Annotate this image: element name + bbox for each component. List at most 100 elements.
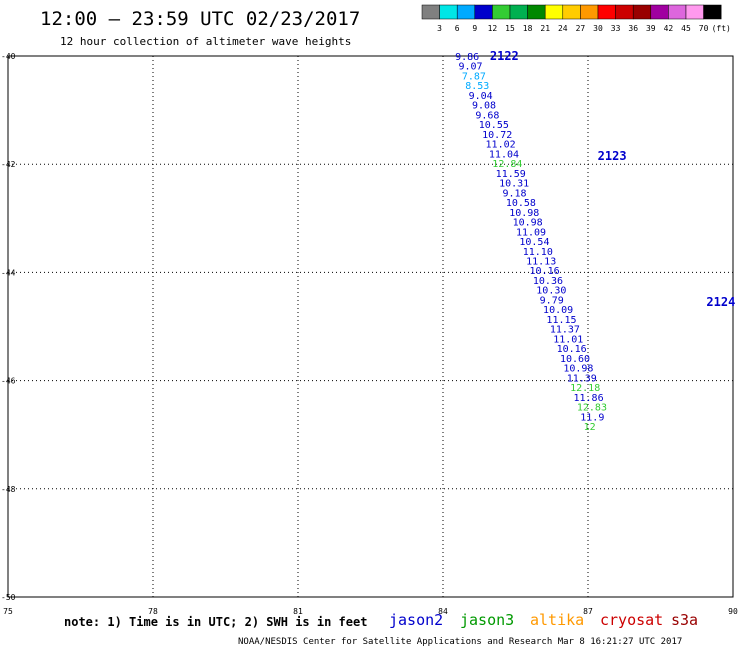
wave-height-label: 11.9 [580, 412, 604, 423]
y-tick-label: -42 [1, 160, 16, 169]
wave-height-label: 10.36 [533, 276, 563, 287]
colorbar-swatch [650, 4, 669, 20]
axis-ticks: 75 78 81 84 87 90 -40 -42 -44 -46 -48 -50 [1, 52, 738, 616]
x-tick-label: 84 [438, 607, 448, 616]
wave-height-label: 9.04 [469, 91, 493, 102]
satellite-jason3: jason3 [460, 611, 514, 629]
wave-height-label: 10.98 [509, 208, 539, 219]
colorbar-swatch [439, 4, 458, 20]
colorbar-label: 39 [646, 24, 656, 33]
chart-subtitle: 12 hour collection of altimeter wave hei… [60, 35, 351, 48]
wave-height-label: 10.31 [499, 179, 529, 190]
y-tick-label: -48 [1, 485, 16, 494]
wave-height-label: 8.53 [465, 81, 489, 92]
wave-height-label: 11.59 [496, 169, 526, 180]
colorbar-label: 30 [593, 24, 603, 33]
colorbar-swatch [615, 4, 634, 20]
x-tick-label: 78 [148, 607, 158, 616]
wave-height-label: 11.39 [567, 373, 597, 384]
wave-height-label: 10.54 [519, 237, 549, 248]
y-tick-label: -46 [1, 377, 16, 386]
pass-number-label: 2123 [598, 149, 627, 163]
wave-height-label: 12.84 [492, 159, 522, 170]
note-text: note: 1) Time is in UTC; 2) SWH is in fe… [64, 615, 367, 629]
colorbar-swatch [668, 4, 687, 20]
wave-height-label: 11.01 [553, 334, 583, 345]
colorbar-label: 24 [558, 24, 568, 33]
y-tick-label: -50 [1, 593, 16, 602]
wave-height-label: 9.08 [472, 101, 496, 112]
wave-height-label: 12.18 [570, 383, 600, 394]
wave-height-label: 12 [584, 422, 596, 433]
wave-height-label: 11.15 [546, 315, 576, 326]
wave-height-label: 10.16 [557, 344, 587, 355]
colorbar-swatch [474, 4, 493, 20]
chart-title: 12:00 – 23:59 UTC 02/23/2017 [40, 8, 360, 30]
wave-height-label: 10.09 [543, 305, 573, 316]
colorbar: 3 6 9 12 15 18 21 24 27 30 33 36 39 42 45 70 (ft) [421, 4, 731, 33]
colorbar-swatch [492, 4, 511, 20]
colorbar-label: 27 [576, 24, 586, 33]
data-labels: 9.869.077.878.539.049.089.6810.5510.7211… [455, 52, 607, 433]
x-tick-label: 81 [293, 607, 303, 616]
wave-height-label: 7.87 [462, 71, 486, 82]
satellite-legend: jason2 jason3 altika cryosat s3a [389, 611, 698, 629]
pass-number-label: 2122 [490, 49, 519, 63]
colorbar-swatch [527, 4, 546, 20]
colorbar-swatch [562, 4, 581, 20]
colorbar-label: (ft) [712, 24, 731, 33]
wave-height-label: 12.83 [577, 403, 607, 414]
y-tick-label: -40 [1, 52, 16, 61]
wave-height-label: 9.86 [455, 52, 479, 63]
colorbar-swatch [509, 4, 528, 20]
wave-height-label: 9.68 [475, 110, 499, 121]
pass-number-label: 2124 [706, 295, 735, 309]
colorbar-swatch [456, 4, 476, 20]
colorbar-swatch [544, 4, 564, 20]
wave-height-label: 11.04 [489, 149, 519, 160]
colorbar-label: 15 [505, 24, 515, 33]
wave-height-label: 11.02 [486, 140, 516, 151]
footer-text: NOAA/NESDIS Center for Satellite Applica… [238, 637, 682, 647]
x-tick-label: 90 [728, 607, 738, 616]
satellite-altika: altika [530, 611, 584, 629]
colorbar-swatch [421, 4, 440, 20]
colorbar-label: 12 [488, 24, 498, 33]
pass-labels: 2122 2123 2124 [490, 49, 735, 309]
grid [7, 55, 734, 598]
colorbar-label: 18 [523, 24, 533, 33]
wave-height-label: 9.79 [540, 295, 564, 306]
colorbar-label: 21 [540, 24, 550, 33]
x-tick-label: 75 [3, 607, 13, 616]
wave-height-label: 10.55 [479, 120, 509, 131]
colorbar-label: 42 [664, 24, 674, 33]
plot-frame [7, 55, 734, 598]
colorbar-swatch [685, 4, 704, 20]
satellite-jason2: jason2 [389, 611, 443, 629]
wave-height-label: 10.30 [536, 286, 566, 297]
wave-height-label: 11.13 [526, 256, 556, 267]
colorbar-swatch [703, 4, 722, 20]
wave-height-label: 9.07 [458, 62, 482, 73]
wave-height-label: 10.16 [530, 266, 560, 277]
colorbar-label: 33 [611, 24, 621, 33]
colorbar-label: 36 [628, 24, 638, 33]
satellite-cryosat: cryosat [600, 611, 663, 629]
colorbar-swatch [580, 4, 599, 20]
colorbar-label: 6 [455, 24, 460, 33]
wave-height-label: 11.37 [550, 325, 580, 336]
colorbar-label: 9 [472, 24, 477, 33]
wave-height-label: 10.98 [513, 218, 543, 229]
wave-height-label: 10.60 [560, 354, 590, 365]
colorbar-label: 3 [437, 24, 442, 33]
wave-height-label: 11.86 [574, 393, 604, 404]
x-tick-label: 87 [583, 607, 593, 616]
wave-height-label: 11.09 [516, 227, 546, 238]
colorbar-label: 45 [681, 24, 691, 33]
colorbar-swatch [632, 4, 652, 20]
wave-height-label: 10.72 [482, 130, 512, 141]
satellite-s3a: s3a [671, 611, 698, 629]
colorbar-swatch [597, 4, 616, 20]
y-tick-label: -44 [1, 268, 16, 277]
